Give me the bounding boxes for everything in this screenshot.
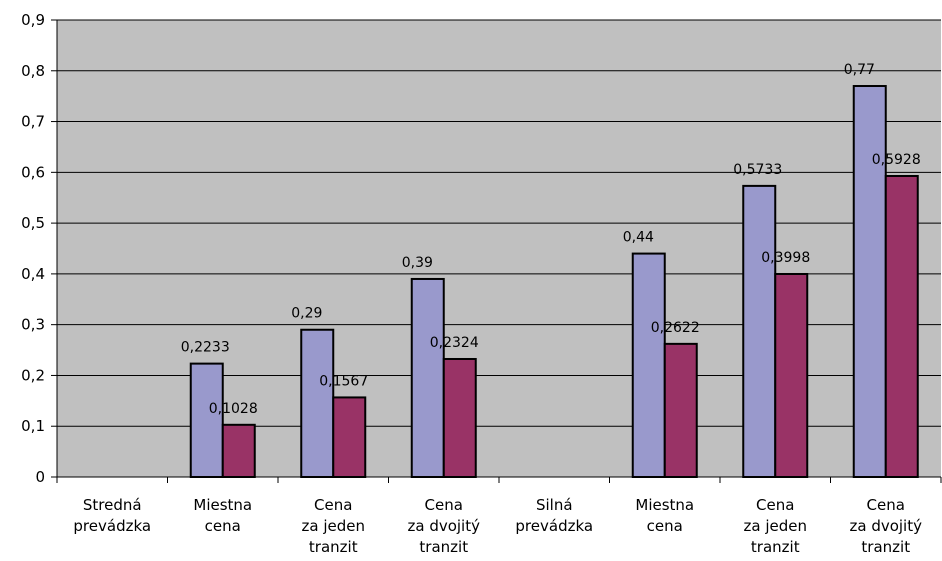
plot-area [57, 20, 941, 477]
bar-series-2 [774, 272, 809, 478]
bar-series-1 [852, 85, 887, 478]
bar-series-2 [221, 423, 256, 478]
bar-series-1 [189, 362, 224, 478]
category-label-line: za jeden [744, 517, 808, 535]
bar-series-1 [742, 184, 777, 479]
axes [51, 19, 942, 483]
category-label: Silná prevádzka [515, 496, 593, 535]
category-label: Miestna cena [635, 496, 694, 535]
data-label: 0,3998 [761, 250, 810, 266]
category-label: Cena za jeden tranzit [302, 496, 366, 556]
bars [189, 85, 919, 479]
data-label: 0,5928 [872, 152, 921, 168]
data-label: 0,44 [623, 230, 654, 246]
category-label-line: za jeden [302, 517, 366, 535]
data-label: 0,2324 [430, 335, 479, 351]
category-label-line: Cena [867, 496, 905, 514]
bar-series-2 [663, 342, 698, 478]
y-tick-label: 0,5 [21, 214, 45, 232]
category-label-line: Cena [314, 496, 352, 514]
data-label: 0,39 [402, 255, 433, 271]
category-label: Cena za jeden tranzit [744, 496, 808, 556]
category-label-line: tranzit [309, 538, 358, 556]
category-label-line: prevádzka [73, 517, 151, 535]
data-label: 0,1028 [209, 401, 258, 417]
category-label: Cena za dvojitý tranzit [407, 496, 480, 556]
category-label: Cena za dvojitý tranzit [849, 496, 922, 556]
y-tick-label: 0 [35, 468, 45, 486]
y-tick-label: 0,6 [21, 163, 45, 181]
category-label: Stredná prevádzka [73, 496, 151, 535]
bar-series-1 [300, 328, 335, 478]
y-tick-label: 0,4 [21, 265, 45, 283]
bar-series-1 [631, 252, 666, 478]
y-tick-label: 0,9 [21, 11, 45, 29]
category-label-line: Cena [425, 496, 463, 514]
category-label-line: Silná [536, 496, 573, 514]
y-tick-label: 0,3 [21, 316, 45, 334]
bar-series-1 [410, 277, 445, 479]
category-label-line: tranzit [751, 538, 800, 556]
y-tick-label: 0,1 [21, 417, 45, 435]
y-tick-label: 0,7 [21, 113, 45, 131]
bar-series-2 [442, 357, 477, 478]
category-label-line: cena [647, 517, 683, 535]
data-label: 0,77 [844, 62, 875, 78]
category-label-line: za dvojitý [849, 517, 922, 535]
category-label-line: za dvojitý [407, 517, 480, 535]
category-label: Miestna cena [193, 496, 252, 535]
data-label: 0,1567 [319, 373, 368, 389]
data-label: 0,5733 [733, 162, 782, 178]
data-label: 0,2233 [181, 340, 230, 356]
category-label-line: prevádzka [515, 517, 593, 535]
category-label-line: Stredná [83, 496, 142, 514]
y-tick-label: 0,2 [21, 366, 45, 384]
category-label-line: tranzit [861, 538, 910, 556]
category-label-line: Cena [756, 496, 794, 514]
category-label-line: Miestna [193, 496, 252, 514]
data-label: 0,29 [291, 306, 322, 322]
bar-series-2 [332, 396, 367, 478]
bar-series-2 [884, 174, 919, 479]
labels: 0 0,1 0,2 0,3 0,4 0,5 0,6 0,7 0,8 0,9 Stredná prevá… [21, 11, 922, 556]
data-label: 0,2622 [651, 320, 700, 336]
y-tick-label: 0,8 [21, 62, 45, 80]
category-label-line: tranzit [419, 538, 468, 556]
category-label-line: Miestna [635, 496, 694, 514]
category-label-line: cena [205, 517, 241, 535]
plot-background [57, 20, 941, 477]
